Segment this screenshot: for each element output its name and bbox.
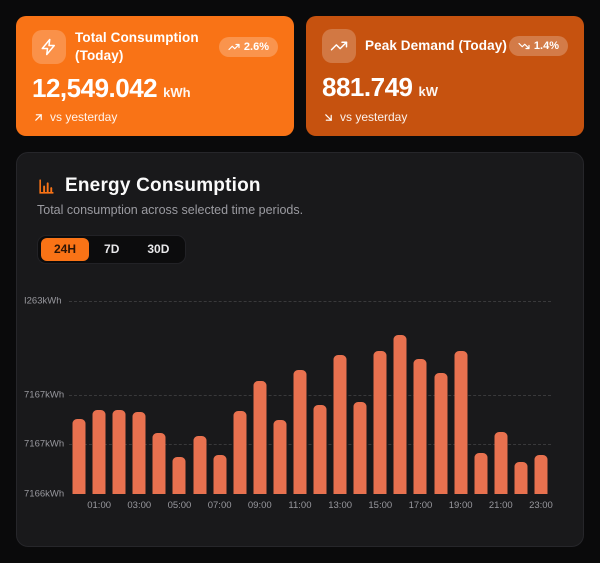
- bar-15:00[interactable]: [373, 351, 387, 494]
- stat-unit: kW: [418, 84, 438, 99]
- chart-header: Energy Consumption Total consumption acr…: [37, 175, 303, 217]
- stats-row: Total Consumption (Today) 2.6% 12,549.04…: [16, 16, 584, 136]
- bar-14:00[interactable]: [353, 401, 367, 494]
- y-tick-label: I263kWh: [24, 295, 62, 307]
- gridline: [69, 444, 551, 445]
- gridline: [69, 301, 551, 302]
- stat-value-row: 12,549.042 kWh: [32, 73, 278, 104]
- tab-24h[interactable]: 24H: [41, 238, 90, 261]
- bar-chart: I263kWh 7167kWh 7167kWh 7166kWh 01:00 03:00 0…: [17, 296, 583, 516]
- trend-badge: 2.6%: [218, 36, 278, 57]
- y-tick-label: 7167kWh: [24, 389, 65, 401]
- time-range-tabs: 24H 7D 30D: [37, 235, 187, 264]
- x-tick-label: 05:00: [167, 500, 192, 511]
- trend-badge: 1.4%: [508, 36, 568, 56]
- stat-card-header: Total Consumption (Today) 2.6%: [32, 29, 278, 64]
- chart-y-axis: I263kWh 7167kWh 7167kWh 7166kWh: [24, 296, 68, 500]
- stat-card-header: Peak Demand (Today) 1.4%: [322, 29, 568, 63]
- trending-down-icon: [518, 42, 530, 50]
- bar-21:00[interactable]: [494, 432, 508, 494]
- bar-22:00[interactable]: [514, 461, 528, 494]
- gridline: [69, 394, 551, 396]
- bar-10:00[interactable]: [273, 420, 287, 494]
- stat-card-peak-demand: Peak Demand (Today) 1.4% 881.749 kW vs y…: [306, 16, 584, 136]
- x-tick-label: 11:00: [288, 500, 312, 511]
- bar-06:00[interactable]: [193, 435, 207, 494]
- bar-16:00[interactable]: [393, 334, 407, 494]
- stat-footnote-label: vs yesterday: [50, 110, 118, 124]
- stat-card-total-consumption: Total Consumption (Today) 2.6% 12,549.04…: [16, 16, 294, 136]
- trend-badge-value: 1.4%: [533, 40, 559, 52]
- bar-11:00[interactable]: [293, 370, 307, 494]
- stat-footnote: vs yesterday: [32, 110, 278, 124]
- x-tick-label: 03:00: [127, 500, 152, 511]
- stat-value-row: 881.749 kW: [322, 72, 568, 103]
- bar-17:00[interactable]: [413, 359, 427, 494]
- bar-03:00[interactable]: [132, 411, 146, 494]
- bar-05:00[interactable]: [172, 456, 186, 494]
- bar-04:00[interactable]: [152, 433, 166, 494]
- bar-19:00[interactable]: [454, 351, 468, 494]
- tab-30d[interactable]: 30D: [134, 238, 182, 260]
- x-tick-label: 13:00: [328, 500, 353, 511]
- stat-value: 881.749: [322, 72, 413, 102]
- x-tick-label: 23:00: [529, 500, 553, 511]
- stat-value: 12,549.042: [32, 73, 158, 104]
- x-tick-label: 17:00: [408, 500, 433, 511]
- stat-footnote-label: vs yesterday: [340, 110, 408, 124]
- energy-consumption-card: Energy Consumption Total consumption acr…: [16, 152, 584, 547]
- x-tick-label: 21:00: [488, 500, 513, 511]
- bar-07:00[interactable]: [213, 455, 227, 494]
- bar-00:00[interactable]: [72, 418, 86, 494]
- y-tick-label: 7167kWh: [24, 438, 65, 450]
- x-tick-label: 01:00: [87, 500, 112, 511]
- arrow-down-right-icon: [325, 113, 332, 121]
- bar-chart-icon: [39, 178, 54, 194]
- bar-18:00[interactable]: [434, 373, 448, 494]
- arrow-up-right-icon: [35, 113, 42, 121]
- stat-card-title: Peak Demand (Today): [365, 38, 507, 54]
- tab-7d[interactable]: 7D: [91, 238, 132, 260]
- bar-13:00[interactable]: [333, 355, 347, 494]
- bar-23:00[interactable]: [534, 455, 548, 494]
- chart-title: Energy Consumption: [65, 175, 261, 196]
- bar-08:00[interactable]: [233, 411, 247, 494]
- x-tick-label: 09:00: [247, 500, 272, 511]
- chart-x-axis: 01:00 03:00 05:00 07:00 09:00 11:00 13:00 15:00…: [69, 500, 553, 514]
- y-tick-label: 7166kWh: [24, 488, 65, 500]
- stat-unit: kWh: [163, 85, 191, 101]
- bar-12:00[interactable]: [313, 405, 327, 494]
- trend-badge-value: 2.6%: [243, 40, 269, 53]
- bar-09:00[interactable]: [253, 381, 267, 494]
- zap-icon: [32, 29, 66, 64]
- bar-01:00[interactable]: [92, 410, 106, 494]
- stat-card-title: Total Consumption (Today): [75, 30, 199, 63]
- x-tick-label: 07:00: [207, 500, 232, 511]
- x-tick-label: 19:00: [448, 500, 473, 511]
- stat-footnote: vs yesterday: [322, 110, 568, 124]
- bar-02:00[interactable]: [112, 410, 126, 494]
- chart-subtitle: Total consumption across selected time p…: [37, 203, 304, 217]
- trending-up-icon: [228, 43, 240, 50]
- bar-20:00[interactable]: [474, 453, 488, 494]
- x-tick-label: 15:00: [368, 500, 393, 511]
- trending-up-icon: [322, 29, 356, 63]
- chart-plot: [69, 301, 551, 494]
